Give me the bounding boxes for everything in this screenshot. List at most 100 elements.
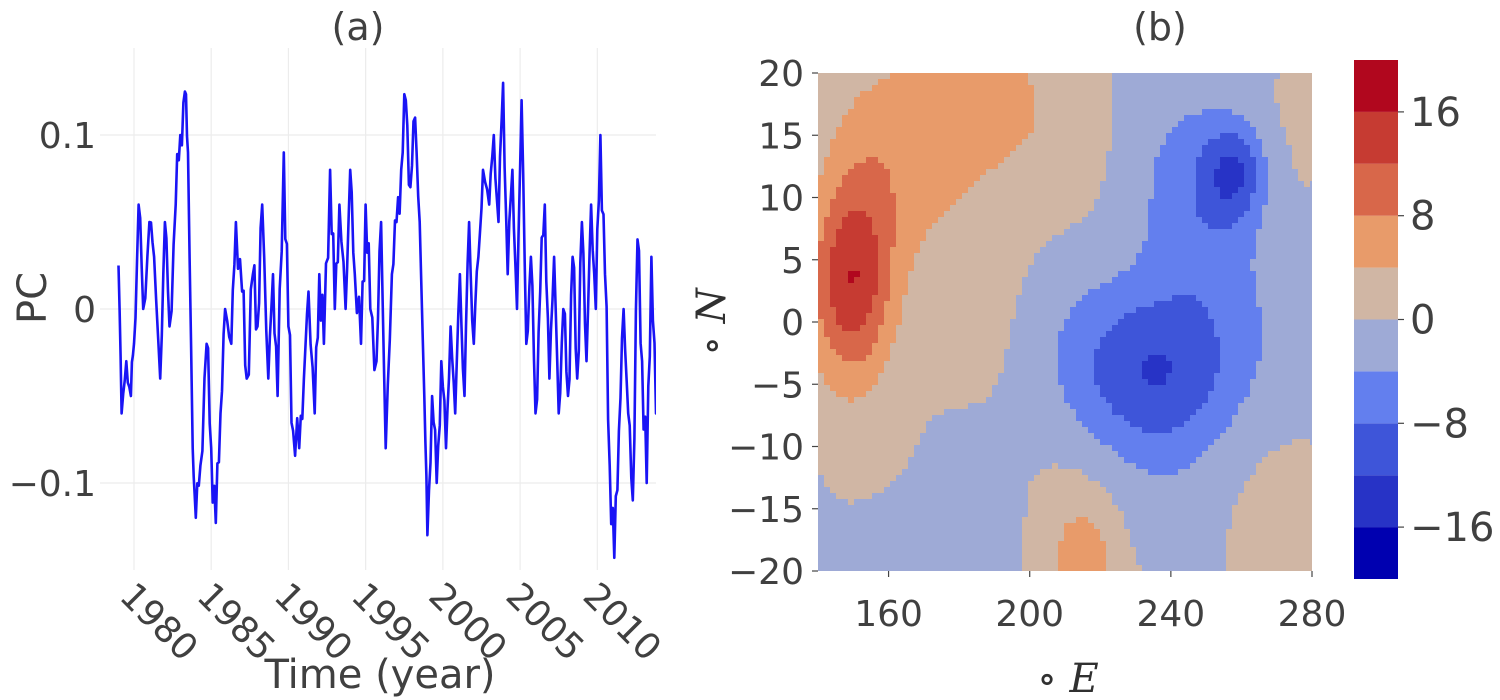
contour-cell <box>896 241 903 248</box>
contour-cell <box>1244 265 1251 272</box>
contour-cell <box>1154 169 1161 176</box>
contour-cell <box>1160 373 1167 380</box>
contour-cell <box>1070 373 1077 380</box>
contour-cell <box>1244 241 1251 248</box>
contour-cell <box>962 217 969 224</box>
contour-cell <box>1028 157 1035 164</box>
contour-cell <box>818 103 825 110</box>
contour-cell <box>902 295 909 302</box>
contour-cell <box>1274 265 1281 272</box>
contour-cell <box>908 391 915 398</box>
contour-cell <box>1148 97 1155 104</box>
contour-cell <box>1202 85 1209 92</box>
contour-cell <box>1292 301 1299 308</box>
contour-cell <box>824 145 831 152</box>
contour-cell <box>1136 163 1143 170</box>
contour-cell <box>938 265 945 272</box>
contour-cell <box>986 247 993 254</box>
contour-cell <box>1286 73 1293 80</box>
contour-cell <box>914 247 921 254</box>
contour-cell <box>1172 415 1179 422</box>
contour-cell <box>1238 181 1245 188</box>
contour-cell <box>884 271 891 278</box>
contour-cell <box>1256 97 1263 104</box>
contour-cell <box>1166 223 1173 230</box>
contour-cell <box>1034 73 1041 80</box>
contour-cell <box>1028 241 1035 248</box>
contour-cell <box>1214 187 1221 194</box>
contour-cell <box>920 313 927 320</box>
contour-cell <box>1244 409 1251 416</box>
contour-cell <box>878 193 885 200</box>
contour-cell <box>1094 319 1101 326</box>
contour-cell <box>860 301 867 308</box>
contour-cell <box>1214 385 1221 392</box>
contour-cell <box>1046 331 1053 338</box>
contour-cell <box>1064 109 1071 116</box>
contour-cell <box>980 175 987 182</box>
contour-cell <box>938 271 945 278</box>
contour-cell <box>938 139 945 146</box>
contour-cell <box>998 403 1005 410</box>
contour-cell <box>920 157 927 164</box>
contour-cell <box>1022 121 1029 128</box>
contour-cell <box>1016 421 1023 428</box>
contour-cell <box>1304 205 1311 212</box>
contour-cell <box>1178 409 1185 416</box>
contour-cell <box>854 253 861 260</box>
contour-cell <box>1112 205 1119 212</box>
contour-cell <box>836 295 843 302</box>
contour-cell <box>1154 337 1161 344</box>
contour-cell <box>1004 331 1011 338</box>
contour-cell <box>866 205 873 212</box>
contour-cell <box>998 337 1005 344</box>
contour-cell <box>1214 253 1221 260</box>
contour-cell <box>1292 265 1299 272</box>
contour-cell <box>1232 289 1239 296</box>
contour-cell <box>818 295 825 302</box>
contour-cell <box>818 403 825 410</box>
contour-cell <box>1130 139 1137 146</box>
contour-cell <box>1046 343 1053 350</box>
contour-cell <box>1052 223 1059 230</box>
contour-cell <box>1232 181 1239 188</box>
contour-cell <box>1046 391 1053 398</box>
contour-cell <box>1250 373 1257 380</box>
contour-cell <box>1082 337 1089 344</box>
contour-cell <box>836 91 843 98</box>
contour-cell <box>1040 211 1047 218</box>
contour-cell <box>818 349 825 356</box>
contour-cell <box>1010 91 1017 98</box>
contour-cell <box>1154 151 1161 158</box>
contour-cell <box>890 337 897 344</box>
contour-cell <box>920 247 927 254</box>
contour-cell <box>818 415 825 422</box>
contour-cell <box>1088 385 1095 392</box>
contour-cell <box>1166 331 1173 338</box>
contour-cell <box>842 379 849 386</box>
contour-cell <box>1076 181 1083 188</box>
contour-cell <box>830 337 837 344</box>
contour-cell <box>1076 253 1083 260</box>
contour-cell <box>1250 229 1257 236</box>
contour-cell <box>830 253 837 260</box>
contour-cell <box>1142 229 1149 236</box>
contour-cell <box>974 295 981 302</box>
contour-cell <box>854 385 861 392</box>
contour-cell <box>920 259 927 266</box>
contour-cell <box>1076 145 1083 152</box>
contour-cell <box>1004 151 1011 158</box>
contour-cell <box>1178 337 1185 344</box>
contour-cell <box>1088 103 1095 110</box>
contour-cell <box>956 391 963 398</box>
contour-cell <box>926 97 933 104</box>
contour-cell <box>1076 211 1083 218</box>
contour-cell <box>1094 187 1101 194</box>
contour-cell <box>944 175 951 182</box>
contour-cell <box>1208 313 1215 320</box>
contour-cell <box>1112 307 1119 314</box>
contour-cell <box>1016 145 1023 152</box>
contour-cell <box>968 229 975 236</box>
contour-cell <box>1202 109 1209 116</box>
contour-cell <box>866 361 873 368</box>
